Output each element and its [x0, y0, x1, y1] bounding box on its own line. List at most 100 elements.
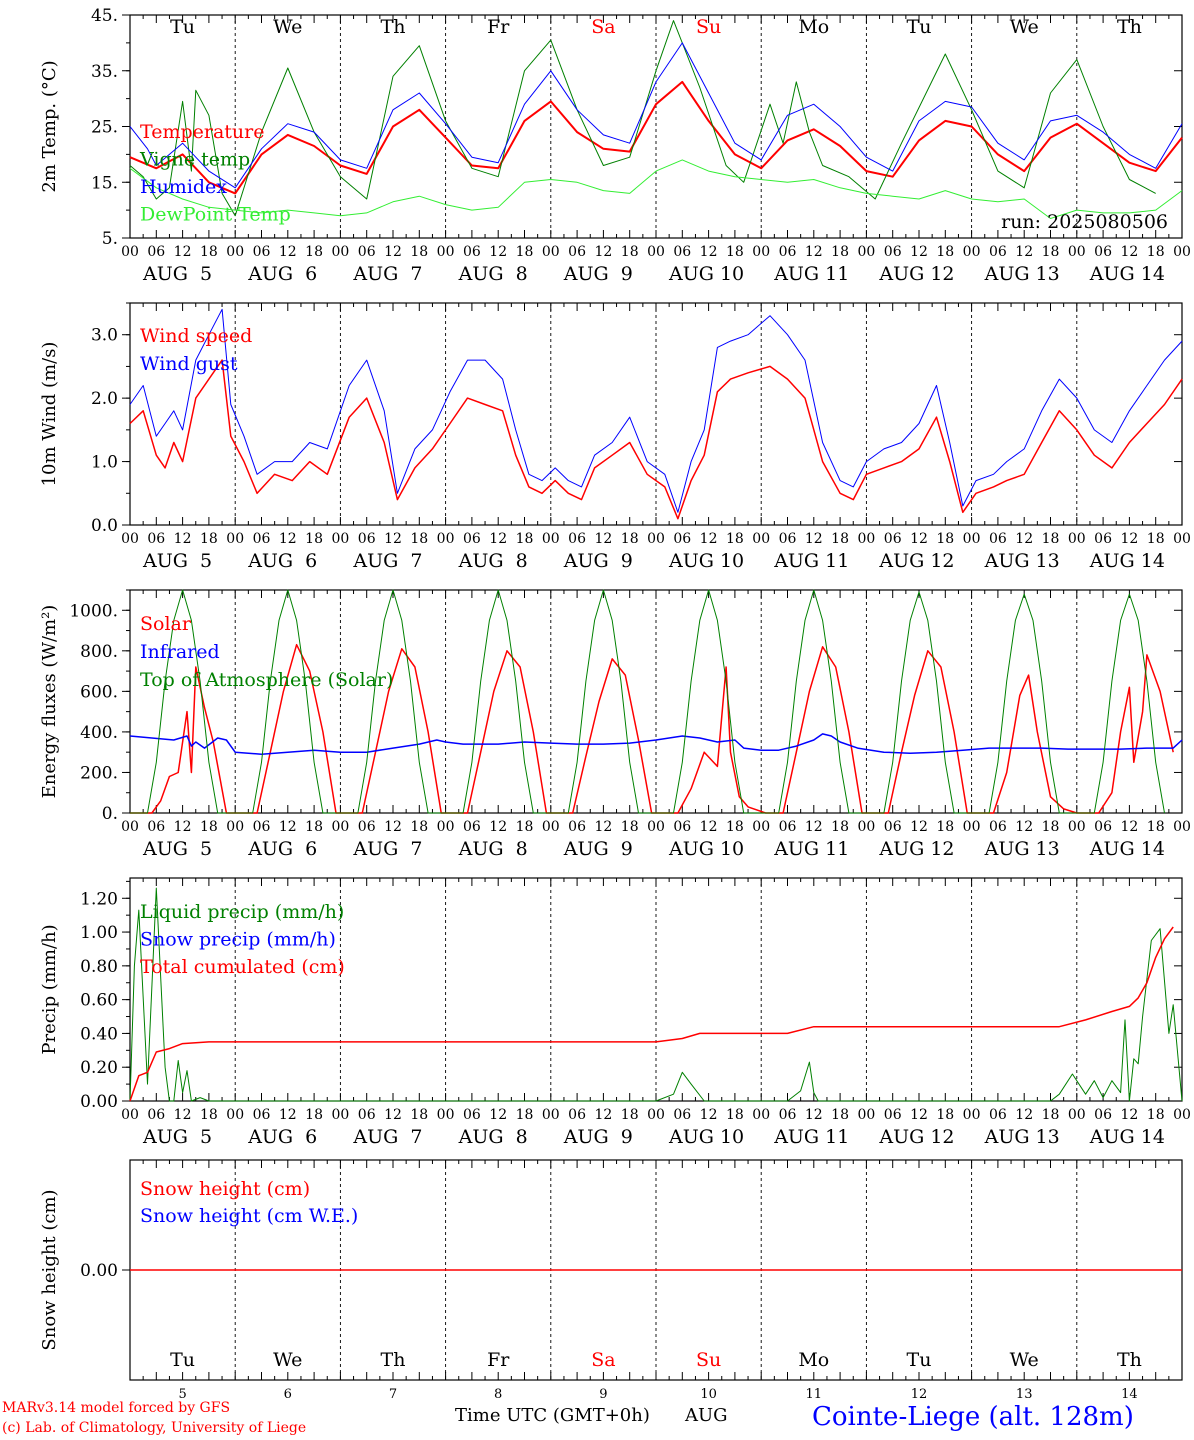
hour-tick-label: 00	[647, 531, 665, 547]
hour-tick-label: 06	[358, 531, 376, 547]
hour-tick-label: 06	[463, 1107, 481, 1123]
series-wind-gust	[129, 308, 1183, 513]
hour-tick-label: 06	[147, 819, 165, 835]
date-label: AUG 9	[563, 838, 633, 860]
date-label: AUG 7	[352, 838, 422, 860]
series-total-cumulated-cm-	[129, 926, 1174, 1102]
hour-tick-label: 18	[305, 1107, 323, 1123]
hour-tick-label: 18	[1042, 1107, 1060, 1123]
legend-entry: Infrared	[140, 641, 220, 663]
y-tick-label: 0.80	[80, 957, 118, 977]
hour-tick-label: 06	[673, 531, 691, 547]
hour-tick-label: 18	[200, 1107, 218, 1123]
model-credit-line: MARv3.14 model forced by GFS	[2, 1400, 231, 1416]
day-of-week-label: Mo	[798, 1349, 829, 1371]
hour-tick-label: 06	[253, 819, 271, 835]
hour-tick-label: 12	[489, 1107, 507, 1123]
hour-tick-label: 18	[621, 819, 639, 835]
legend-entry: Solar	[140, 613, 192, 635]
day-number-label: 12	[911, 1387, 928, 1402]
date-label: AUG 5	[142, 1126, 212, 1148]
day-number-label: 13	[1016, 1387, 1033, 1402]
hour-tick-label: 00	[857, 244, 875, 260]
hour-tick-label: 12	[174, 244, 192, 260]
hour-tick-label: 06	[568, 531, 586, 547]
y-tick-label: 25.	[91, 118, 118, 138]
hour-tick-label: 18	[1147, 531, 1165, 547]
y-tick-label: 0.40	[80, 1024, 118, 1044]
y-tick-label: 45.	[91, 6, 118, 26]
day-of-week-label: Tu	[170, 16, 195, 38]
legend-entry: Liquid precip (mm/h)	[140, 901, 344, 923]
y-axis-label: 2m Temp. (°C)	[39, 60, 60, 192]
date-label: AUG 9	[563, 263, 633, 285]
date-label: AUG 8	[458, 263, 528, 285]
hour-tick-label: 12	[910, 819, 928, 835]
hour-tick-label: 00	[226, 819, 244, 835]
hour-tick-label: 12	[279, 819, 297, 835]
legend-entry: Snow precip (mm/h)	[140, 929, 336, 951]
hour-tick-label: 12	[805, 244, 823, 260]
hour-tick-label: 00	[542, 819, 560, 835]
hour-tick-label: 12	[174, 531, 192, 547]
hour-tick-label: 00	[437, 244, 455, 260]
hour-tick-label: 06	[1094, 819, 1112, 835]
date-label: AUG 10	[668, 838, 744, 860]
y-tick-label: 0.	[102, 804, 118, 824]
hour-tick-label: 12	[700, 531, 718, 547]
station-name: Cointe-Liege (alt. 128m)	[812, 1402, 1134, 1432]
hour-tick-label: 12	[805, 531, 823, 547]
hour-tick-label: 06	[673, 244, 691, 260]
date-label: AUG 12	[878, 838, 954, 860]
hour-tick-label: 12	[1120, 244, 1138, 260]
hour-tick-label: 12	[174, 819, 192, 835]
y-tick-label: 0.00	[80, 1092, 118, 1112]
hour-tick-label: 18	[410, 244, 428, 260]
day-of-week-label: We	[273, 1349, 302, 1371]
series-infrared	[129, 733, 1183, 755]
date-label: AUG 6	[247, 263, 317, 285]
hour-tick-label: 12	[1120, 1107, 1138, 1123]
y-tick-label: 5.	[102, 229, 118, 249]
hour-tick-label: 00	[857, 819, 875, 835]
hour-tick-label: 00	[331, 531, 349, 547]
hour-tick-label: 06	[358, 819, 376, 835]
y-tick-label: 200.	[80, 763, 118, 783]
hour-tick-label: 18	[621, 531, 639, 547]
hour-tick-label: 00	[542, 531, 560, 547]
series-vigne-temp	[129, 20, 1156, 217]
hour-tick-label: 00	[647, 244, 665, 260]
day-of-week-label: Mo	[798, 16, 829, 38]
legend-entry: Temperature	[140, 121, 264, 143]
hour-tick-label: 00	[437, 1107, 455, 1123]
date-label: AUG 11	[773, 550, 849, 572]
date-label: AUG 13	[984, 263, 1060, 285]
date-label: AUG 8	[458, 550, 528, 572]
y-tick-label: 0.20	[80, 1058, 118, 1078]
date-label: AUG 13	[984, 1126, 1060, 1148]
date-label: AUG 11	[773, 1126, 849, 1148]
hour-tick-label: 12	[805, 819, 823, 835]
hour-tick-label: 00	[542, 244, 560, 260]
y-axis-label: Snow height (cm)	[39, 1189, 60, 1350]
hour-tick-label: 12	[700, 244, 718, 260]
legend-entry: Snow height (cm W.E.)	[140, 1205, 358, 1227]
legend-entry: Snow height (cm)	[140, 1178, 310, 1200]
legend-entry: Vigne temp	[139, 149, 250, 171]
day-of-week-label: We	[273, 16, 302, 38]
series-top-of-atmosphere-solar-	[130, 589, 1165, 814]
hour-tick-label: 18	[831, 244, 849, 260]
hour-tick-label: 12	[700, 819, 718, 835]
series-liquid-precip-mm-h-	[129, 887, 1183, 1102]
hour-tick-label: 06	[358, 1107, 376, 1123]
date-label: AUG 14	[1089, 263, 1165, 285]
date-label: AUG 14	[1089, 838, 1165, 860]
hour-tick-label: 06	[779, 531, 797, 547]
hour-tick-label: 00	[1068, 244, 1086, 260]
day-of-week-label: Tu	[170, 1349, 195, 1371]
date-label: AUG 6	[247, 550, 317, 572]
day-of-week-label: Su	[696, 16, 721, 38]
hour-tick-label: 00	[963, 1107, 981, 1123]
y-tick-label: 0.00	[80, 1261, 118, 1281]
hour-tick-label: 06	[253, 531, 271, 547]
